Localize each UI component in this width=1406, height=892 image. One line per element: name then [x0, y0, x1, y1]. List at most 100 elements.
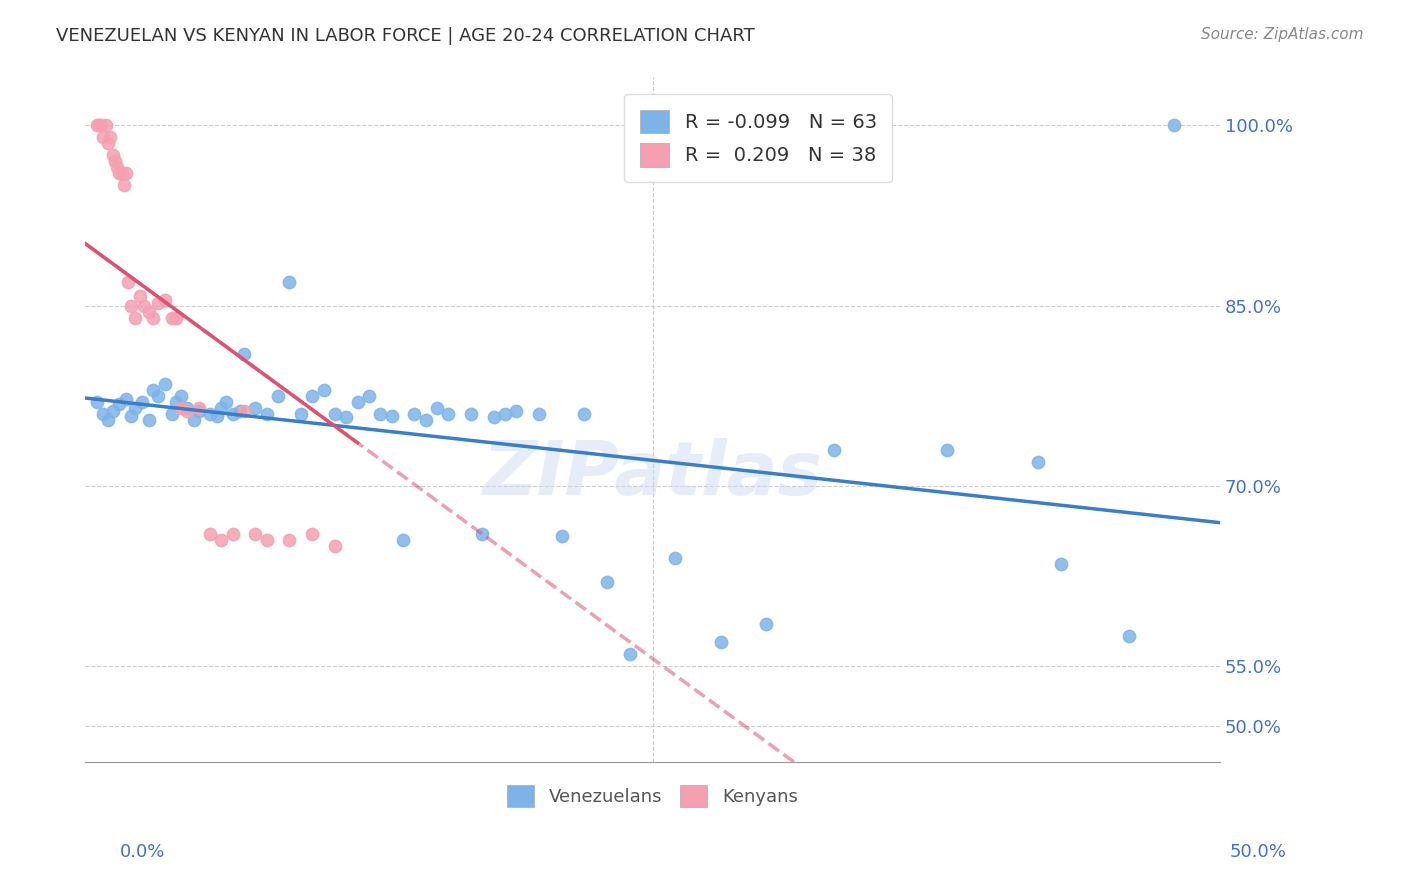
- Point: [619, 647, 641, 661]
- Point: [245, 401, 267, 415]
- Point: [93, 130, 115, 145]
- Point: [146, 388, 169, 402]
- Point: [169, 401, 191, 415]
- Point: [209, 533, 232, 547]
- Point: [104, 154, 127, 169]
- Point: [101, 404, 124, 418]
- Point: [1026, 455, 1049, 469]
- Point: [1050, 557, 1073, 571]
- Point: [527, 407, 550, 421]
- Point: [153, 293, 176, 307]
- Point: [1118, 779, 1140, 793]
- Point: [301, 388, 323, 402]
- Point: [222, 407, 245, 421]
- Point: [165, 394, 187, 409]
- Point: [160, 310, 183, 325]
- Point: [267, 388, 290, 402]
- Point: [187, 404, 209, 418]
- Point: [357, 388, 380, 402]
- Point: [256, 533, 278, 547]
- Point: [205, 409, 228, 423]
- Point: [936, 442, 959, 457]
- Point: [256, 407, 278, 421]
- Point: [323, 539, 346, 553]
- Point: [301, 526, 323, 541]
- Point: [134, 299, 156, 313]
- Point: [93, 407, 115, 421]
- Point: [245, 526, 267, 541]
- Point: [505, 404, 527, 418]
- Point: [138, 412, 160, 426]
- Text: VENEZUELAN VS KENYAN IN LABOR FORCE | AGE 20-24 CORRELATION CHART: VENEZUELAN VS KENYAN IN LABOR FORCE | AG…: [56, 27, 755, 45]
- Point: [87, 119, 110, 133]
- Point: [381, 409, 404, 423]
- Point: [146, 296, 169, 310]
- Point: [108, 397, 131, 411]
- Point: [138, 304, 160, 318]
- Point: [222, 526, 245, 541]
- Point: [94, 119, 117, 133]
- Point: [482, 410, 505, 425]
- Text: Source: ZipAtlas.com: Source: ZipAtlas.com: [1201, 27, 1364, 42]
- Point: [278, 533, 301, 547]
- Point: [471, 526, 494, 541]
- Point: [131, 394, 153, 409]
- Legend: Venezuelans, Kenyans: Venezuelans, Kenyans: [501, 778, 806, 814]
- Point: [823, 442, 845, 457]
- Point: [426, 401, 449, 415]
- Point: [415, 412, 437, 426]
- Point: [112, 178, 135, 193]
- Point: [346, 394, 368, 409]
- Point: [117, 275, 139, 289]
- Point: [176, 404, 198, 418]
- Point: [115, 166, 138, 180]
- Point: [437, 407, 460, 421]
- Point: [86, 119, 108, 133]
- Text: 50.0%: 50.0%: [1230, 843, 1286, 861]
- Point: [97, 136, 120, 151]
- Point: [664, 550, 686, 565]
- Point: [128, 289, 150, 303]
- Point: [169, 388, 191, 402]
- Point: [187, 401, 209, 415]
- Point: [198, 407, 221, 421]
- Point: [1118, 629, 1140, 643]
- Point: [278, 275, 301, 289]
- Point: [90, 119, 112, 133]
- Point: [110, 166, 132, 180]
- Point: [551, 529, 574, 543]
- Point: [142, 310, 165, 325]
- Point: [574, 407, 596, 421]
- Text: 0.0%: 0.0%: [120, 843, 165, 861]
- Point: [176, 401, 198, 415]
- Point: [124, 401, 146, 415]
- Point: [120, 409, 142, 423]
- Point: [160, 407, 183, 421]
- Point: [290, 407, 312, 421]
- Point: [1163, 119, 1185, 133]
- Point: [101, 148, 124, 162]
- Text: ZIPatlas: ZIPatlas: [482, 438, 823, 511]
- Point: [98, 130, 121, 145]
- Point: [153, 376, 176, 391]
- Point: [215, 394, 238, 409]
- Point: [97, 412, 120, 426]
- Point: [709, 634, 731, 648]
- Point: [460, 407, 482, 421]
- Point: [198, 526, 221, 541]
- Point: [120, 299, 142, 313]
- Point: [115, 392, 138, 407]
- Point: [404, 407, 426, 421]
- Point: [323, 407, 346, 421]
- Point: [596, 574, 619, 589]
- Point: [124, 310, 146, 325]
- Point: [228, 404, 250, 418]
- Point: [105, 161, 128, 175]
- Point: [494, 407, 516, 421]
- Point: [165, 310, 187, 325]
- Point: [233, 404, 256, 418]
- Point: [233, 346, 256, 360]
- Point: [755, 616, 778, 631]
- Point: [108, 166, 131, 180]
- Point: [209, 401, 232, 415]
